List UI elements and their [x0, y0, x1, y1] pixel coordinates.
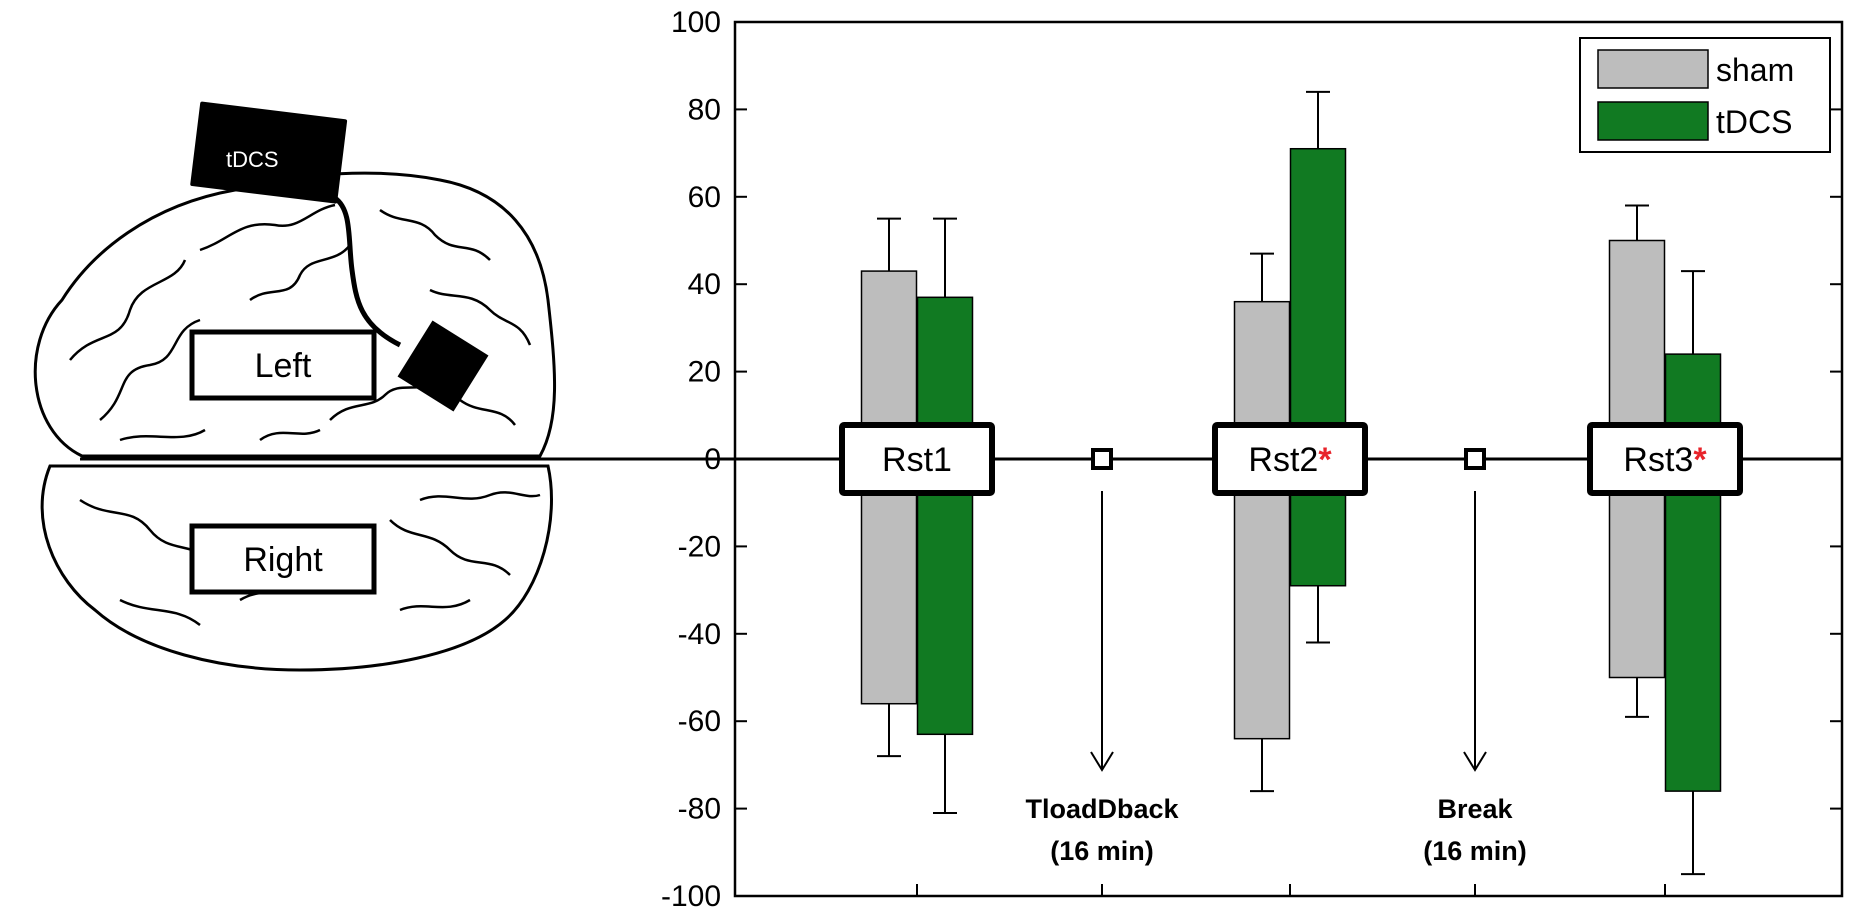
interval-marker [1464, 448, 1486, 470]
brain-outline-icon [33, 171, 557, 458]
y-tick-label: 40 [688, 268, 721, 301]
brain-illustration: tDCS Left Right [33, 101, 557, 672]
legend-swatch-2 [1597, 101, 1709, 141]
legend-label-1: sham [1716, 52, 1794, 88]
tdcs-bar-negative [1664, 458, 1722, 792]
y-tick-label: -60 [678, 705, 721, 738]
category-label-1: Rst1 [882, 441, 952, 479]
device-label: tDCS [226, 147, 279, 172]
legend: sham tDCS [1579, 37, 1831, 153]
y-tick-label: 80 [688, 93, 721, 126]
arrow-head-icon [1463, 751, 1487, 772]
arrow-head-icon [1090, 751, 1114, 772]
y-tick-label: -40 [678, 618, 721, 651]
category-name: Rst2 [1248, 441, 1318, 479]
tdcs-bar-positive [1289, 147, 1347, 460]
category-name: Rst3 [1623, 441, 1693, 479]
electrode-cable [333, 195, 402, 348]
category-box-1 [839, 422, 995, 496]
y-tick-label: 20 [688, 356, 721, 389]
y-tick-label: 60 [688, 181, 721, 214]
left-label-box [189, 329, 377, 401]
right-label-box [189, 523, 377, 595]
category-label-2: Rst2* [1248, 441, 1332, 479]
category-box-2 [1212, 422, 1368, 496]
right-hemisphere-label: Right [243, 541, 323, 579]
y-tick-label: -20 [678, 530, 721, 563]
stimulator-icon [190, 101, 348, 204]
category-box-3 [1587, 422, 1743, 496]
left-hemisphere-label: Left [255, 347, 312, 385]
significance-asterisk: * [1693, 441, 1707, 479]
y-tick-label: -100 [661, 880, 721, 913]
interval-label: Break [1437, 794, 1513, 824]
interval-label: TloadDback [1025, 794, 1179, 824]
sham-bar-negative [1233, 458, 1291, 740]
y-tick-label: 100 [671, 6, 721, 39]
significance-asterisk: * [1318, 441, 1332, 479]
interval-marker [1091, 448, 1113, 470]
legend-label-2: tDCS [1716, 104, 1792, 140]
legend-swatch-1 [1597, 49, 1709, 89]
category-label-3: Rst3* [1623, 441, 1707, 479]
interval-duration: (16 min) [1050, 836, 1154, 866]
electrode-icon [397, 320, 489, 412]
category-name: Rst1 [882, 441, 952, 479]
y-tick-label: -80 [678, 793, 721, 826]
tdcs-bar-negative [916, 458, 974, 736]
interval-duration: (16 min) [1423, 836, 1527, 866]
